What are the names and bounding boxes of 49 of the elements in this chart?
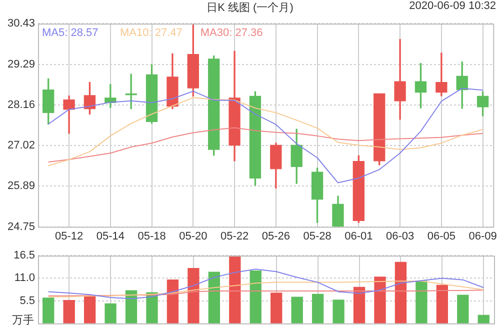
bar xyxy=(291,296,303,324)
bar xyxy=(436,284,448,324)
bar xyxy=(84,296,96,324)
x-tick-label: 06-01 xyxy=(344,230,373,242)
x-tick-label: 05-22 xyxy=(220,230,249,242)
y-tick-label: 30.43 xyxy=(7,18,35,30)
bar xyxy=(332,300,344,324)
chart-title: 日K 线图 (一个月) xyxy=(206,2,294,14)
x-tick-label: 05-14 xyxy=(96,230,124,242)
y-axis-title: 万手 xyxy=(12,313,34,326)
bar xyxy=(63,300,75,324)
bar xyxy=(166,280,179,324)
y-tick-label: 5.5 xyxy=(20,294,35,307)
y-tick-label: 29.29 xyxy=(7,58,35,70)
x-tick-label: 05-12 xyxy=(54,230,84,242)
bar xyxy=(229,256,241,324)
y-tick-label: 24.75 xyxy=(7,220,35,233)
bar xyxy=(270,292,282,324)
y-tick-label: 16.5 xyxy=(14,250,35,262)
y-tick-label: 28.16 xyxy=(7,98,35,111)
text: MA5: 28.57 xyxy=(42,27,98,40)
bar xyxy=(104,303,116,324)
x-tick-label: 05-18 xyxy=(138,230,166,242)
candlestick xyxy=(436,52,448,96)
x-tick-label: 05-28 xyxy=(303,230,332,242)
bar xyxy=(394,262,407,324)
x-tick-label: 05-20 xyxy=(179,230,208,242)
y-tick-label: 27.02 xyxy=(7,140,35,152)
bar xyxy=(312,294,324,324)
y-tick-label: 25.89 xyxy=(7,180,35,192)
bar xyxy=(457,294,469,324)
bar xyxy=(42,298,54,324)
x-tick-label: 06-03 xyxy=(386,230,414,242)
x-tick-label: 06-09 xyxy=(468,230,497,242)
bar xyxy=(374,276,386,324)
bar xyxy=(208,272,220,324)
bar xyxy=(250,270,262,324)
bar xyxy=(353,286,366,324)
bar xyxy=(125,290,138,324)
x-tick-label: 05-26 xyxy=(262,230,290,242)
y-tick-label: 11.0 xyxy=(14,272,35,284)
x-tick-label: 06-05 xyxy=(427,230,456,242)
text: MA30: 27.36 xyxy=(200,27,263,40)
text: 2020-06-09 10:32 xyxy=(409,0,496,12)
bar xyxy=(188,268,200,324)
bar xyxy=(146,292,158,324)
text: MA10: 27.47 xyxy=(120,27,182,40)
bar xyxy=(416,280,428,324)
bar xyxy=(478,314,490,324)
